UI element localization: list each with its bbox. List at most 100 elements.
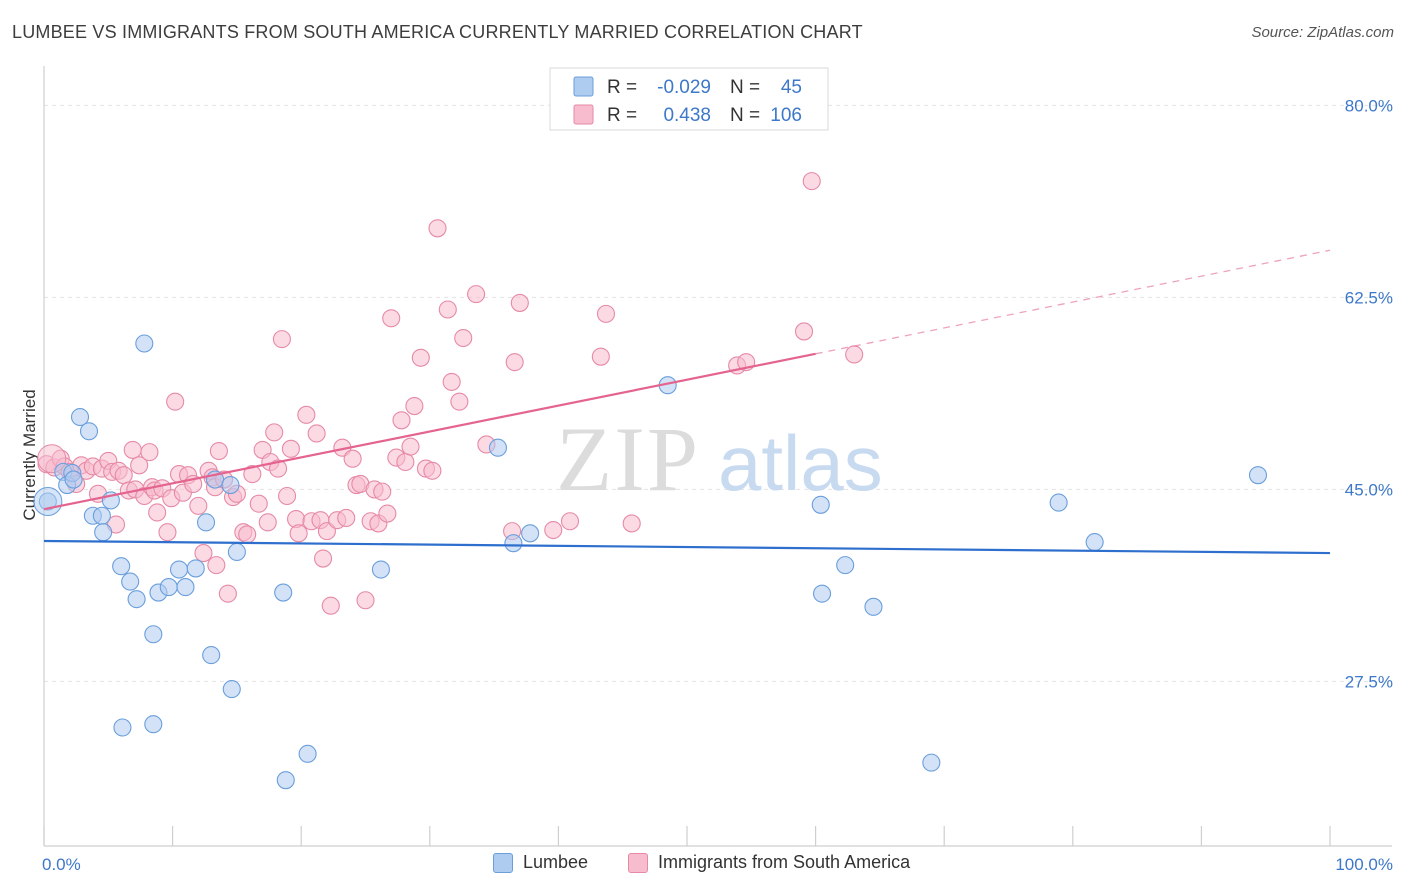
lumbee-point: [94, 523, 113, 542]
immigrants-point: [194, 544, 213, 563]
y-tick-label: 27.5%: [1345, 672, 1393, 691]
y-tick-label: 45.0%: [1345, 480, 1393, 499]
lumbee-point: [1049, 493, 1068, 512]
lumbee-point: [811, 495, 830, 514]
lumbee-point: [186, 559, 205, 578]
immigrants-point: [307, 424, 326, 443]
immigrants-point: [238, 525, 257, 544]
immigrants-point: [392, 411, 411, 430]
immigrants-point: [454, 328, 473, 348]
immigrants-point: [123, 440, 142, 459]
immigrants-point: [265, 423, 284, 442]
y-tick-label: 80.0%: [1345, 96, 1393, 115]
lumbee-point: [812, 584, 832, 603]
lumbee-point: [121, 572, 140, 591]
series-legend: Lumbee Immigrants from South America: [0, 852, 1406, 876]
immigrants-point: [272, 330, 291, 349]
lumbee-point: [222, 680, 241, 699]
legend-swatch-immigrants: [628, 852, 648, 873]
legend-swatch: [573, 76, 594, 97]
immigrants-point: [356, 591, 375, 610]
lumbee-points: [33, 334, 1268, 790]
legend-r-label: R =: [607, 105, 637, 126]
lumbee-point: [864, 597, 883, 616]
immigrants-point: [560, 512, 580, 531]
lumbee-point: [276, 771, 295, 790]
immigrants-point: [591, 347, 610, 366]
immigrants-points: [37, 172, 864, 615]
immigrants-trend-extension: [815, 249, 1331, 355]
immigrants-point: [281, 439, 300, 458]
watermark-atlas: atlas: [718, 419, 883, 507]
trend-lines: [43, 249, 1331, 555]
lumbee-point: [79, 422, 99, 441]
immigrants-point: [544, 520, 563, 540]
lumbee-point: [144, 715, 163, 734]
immigrants-point: [258, 513, 277, 532]
lumbee-trend-line: [43, 539, 1331, 555]
legend-swatch: [573, 104, 594, 125]
tick-labels: 80.0% 62.5% 45.0% 27.5% 0.0% 100.0%: [42, 96, 1393, 874]
lumbee-point: [1248, 466, 1268, 485]
x-tick-label-start: 0.0%: [42, 855, 81, 874]
immigrants-point: [249, 494, 268, 513]
immigrants-point: [158, 523, 177, 542]
immigrants-point: [337, 508, 356, 528]
lumbee-point: [159, 578, 178, 597]
lumbee-point: [135, 334, 154, 353]
lumbee-point: [521, 524, 540, 543]
lumbee-point: [176, 578, 195, 597]
legend-swatch-lumbee: [493, 852, 513, 873]
immigrants-point: [622, 514, 641, 533]
immigrants-point: [289, 524, 308, 543]
lumbee-point: [221, 475, 240, 495]
immigrants-point: [189, 496, 208, 515]
lumbee-point: [922, 753, 941, 772]
immigrants-point: [166, 392, 185, 411]
immigrants-point: [207, 556, 226, 575]
legend-item-lumbee: Lumbee: [493, 852, 588, 873]
y-tick-label: 62.5%: [1345, 288, 1393, 307]
immigrants-point: [396, 452, 415, 472]
correlation-legend: R = -0.029 N = 45 R = 0.438 N = 106: [549, 67, 829, 131]
immigrants-point: [467, 285, 486, 304]
immigrants-point: [278, 486, 297, 506]
immigrants-point: [802, 172, 821, 191]
x-tick-label-end: 100.0%: [1335, 855, 1393, 874]
lumbee-point: [202, 646, 221, 665]
lumbee-point: [836, 556, 855, 575]
source-label: Source: ZipAtlas.com: [1251, 24, 1394, 41]
lumbee-point: [504, 534, 523, 553]
legend-r-label: R =: [607, 77, 637, 98]
watermark: ZIP atlas: [556, 408, 883, 510]
immigrants-point: [438, 300, 457, 319]
lumbee-point: [169, 560, 189, 579]
immigrants-trend-line: [43, 352, 816, 511]
legend-box: [549, 67, 829, 131]
lumbee-point: [70, 407, 90, 427]
immigrants-point: [209, 441, 228, 461]
lumbee-point: [488, 438, 508, 457]
immigrants-point: [218, 584, 237, 603]
legend-n-value: 106: [770, 105, 802, 126]
immigrants-point: [794, 322, 814, 341]
legend-label-lumbee: Lumbee: [523, 852, 589, 872]
immigrants-point: [297, 405, 316, 424]
immigrants-point: [845, 345, 864, 364]
immigrants-point: [382, 309, 401, 328]
legend-item-immigrants: Immigrants from South America: [628, 852, 910, 873]
immigrants-point: [148, 503, 167, 522]
immigrants-point: [401, 437, 420, 456]
immigrants-point: [405, 396, 424, 416]
immigrants-point: [343, 449, 362, 468]
immigrants-point: [510, 293, 529, 312]
lumbee-point: [112, 557, 131, 576]
lumbee-point: [1085, 533, 1104, 552]
lumbee-point: [227, 542, 246, 562]
legend-n-label: N =: [730, 105, 760, 126]
immigrants-point: [411, 348, 430, 367]
legend-r-value: -0.029: [657, 77, 711, 98]
immigrants-point: [378, 504, 397, 523]
immigrants-point: [423, 461, 442, 480]
